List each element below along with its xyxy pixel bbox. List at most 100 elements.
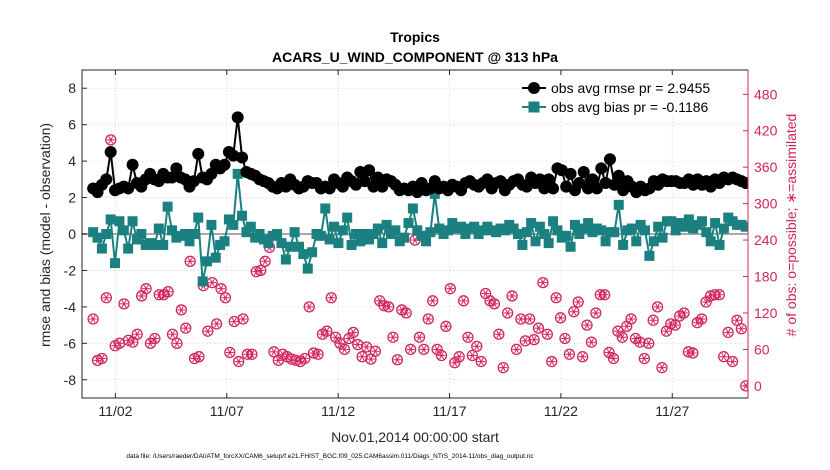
rmse-point xyxy=(100,173,113,186)
count-circle xyxy=(255,264,267,277)
count-point xyxy=(506,290,518,302)
count-circle xyxy=(100,292,113,304)
count-point xyxy=(246,348,258,360)
count-asterisk xyxy=(606,348,612,357)
count-asterisk xyxy=(602,291,608,299)
count-point xyxy=(87,313,99,325)
y-tick-label-left: 8 xyxy=(68,80,76,96)
count-circle xyxy=(312,348,324,360)
count-asterisk xyxy=(99,354,105,363)
count-circle xyxy=(590,307,602,319)
count-circle xyxy=(184,255,196,267)
count-circle xyxy=(369,345,382,357)
count-point xyxy=(360,341,373,353)
count-asterisk xyxy=(584,321,590,329)
bias-point xyxy=(223,214,234,225)
count-asterisk xyxy=(641,354,647,363)
count-point xyxy=(96,352,108,365)
bias-point xyxy=(526,218,537,229)
rmse-point xyxy=(542,173,555,186)
bias-point xyxy=(456,221,467,232)
bias-point xyxy=(517,239,528,250)
count-circle xyxy=(656,361,668,374)
count-point xyxy=(528,334,540,346)
count-circle xyxy=(713,289,725,301)
count-circle xyxy=(501,307,514,319)
count-circle xyxy=(678,307,690,319)
count-circle xyxy=(726,355,739,368)
count-asterisk xyxy=(377,297,383,305)
count-point xyxy=(479,287,492,300)
legend-box xyxy=(519,75,737,117)
count-circle xyxy=(224,346,236,359)
count-circle xyxy=(471,340,483,353)
y-tick-label-right: 120 xyxy=(754,305,778,321)
count-asterisk xyxy=(183,324,189,332)
bias-point xyxy=(696,216,707,227)
count-circle xyxy=(735,323,748,335)
count-asterisk xyxy=(328,294,334,302)
count-asterisk xyxy=(121,300,127,308)
count-asterisk xyxy=(236,357,242,366)
bias-point xyxy=(136,229,147,239)
count-asterisk xyxy=(536,324,541,332)
count-circle xyxy=(607,352,620,365)
count-circle xyxy=(740,380,748,392)
count-point xyxy=(559,332,571,345)
count-asterisk xyxy=(540,278,546,287)
bias-point xyxy=(276,238,287,249)
y-tick-label-right: 60 xyxy=(754,341,770,357)
count-point xyxy=(100,292,113,304)
y-tick-label-left: 4 xyxy=(68,153,76,169)
legend-rmse-label: obs avg rmse pr = 2.9455 xyxy=(551,80,710,96)
count-point xyxy=(488,298,501,310)
rmse-point xyxy=(564,167,577,180)
y-tick-label-right: 420 xyxy=(754,123,778,139)
bias-point xyxy=(469,221,480,232)
count-circle xyxy=(210,318,223,330)
count-point xyxy=(510,343,523,356)
count-circle xyxy=(718,351,730,363)
count-asterisk xyxy=(593,309,599,317)
count-asterisk xyxy=(439,351,444,360)
count-asterisk xyxy=(575,298,581,306)
y-tick-label-left: -2 xyxy=(64,262,77,278)
bias-point xyxy=(101,229,112,239)
count-point xyxy=(382,301,395,313)
rmse-point xyxy=(577,166,590,179)
count-asterisk xyxy=(342,345,347,354)
rmse-point xyxy=(582,182,595,195)
count-asterisk xyxy=(611,354,616,363)
count-point xyxy=(404,343,417,356)
count-point xyxy=(541,328,553,340)
count-asterisk xyxy=(725,328,731,337)
count-point xyxy=(687,347,699,359)
count-asterisk xyxy=(165,287,171,296)
count-point xyxy=(303,301,315,313)
count-asterisk xyxy=(152,334,158,343)
count-asterisk xyxy=(218,284,224,293)
bias-point xyxy=(377,238,388,249)
bias-point xyxy=(149,239,160,250)
count-circle xyxy=(559,332,571,345)
count-circle xyxy=(360,341,373,353)
bias-point xyxy=(600,236,611,247)
count-point xyxy=(338,343,351,356)
count-point xyxy=(413,331,426,343)
count-asterisk xyxy=(738,325,744,333)
count-circle xyxy=(338,343,351,356)
count-point xyxy=(501,307,514,319)
x-tick-label: 11/12 xyxy=(321,403,355,419)
count-point xyxy=(444,283,456,295)
count-point xyxy=(643,337,655,349)
x-axis-label: Nov.01,2014 00:00:00 start xyxy=(331,429,499,445)
bias-point xyxy=(320,203,331,214)
count-circle xyxy=(722,326,734,339)
count-point xyxy=(532,322,545,334)
count-point xyxy=(519,335,531,347)
bias-point xyxy=(355,236,366,247)
bias-point xyxy=(653,221,664,232)
count-asterisk xyxy=(716,291,722,299)
y-tick-label-left: 2 xyxy=(68,190,76,206)
count-asterisk xyxy=(531,335,537,344)
